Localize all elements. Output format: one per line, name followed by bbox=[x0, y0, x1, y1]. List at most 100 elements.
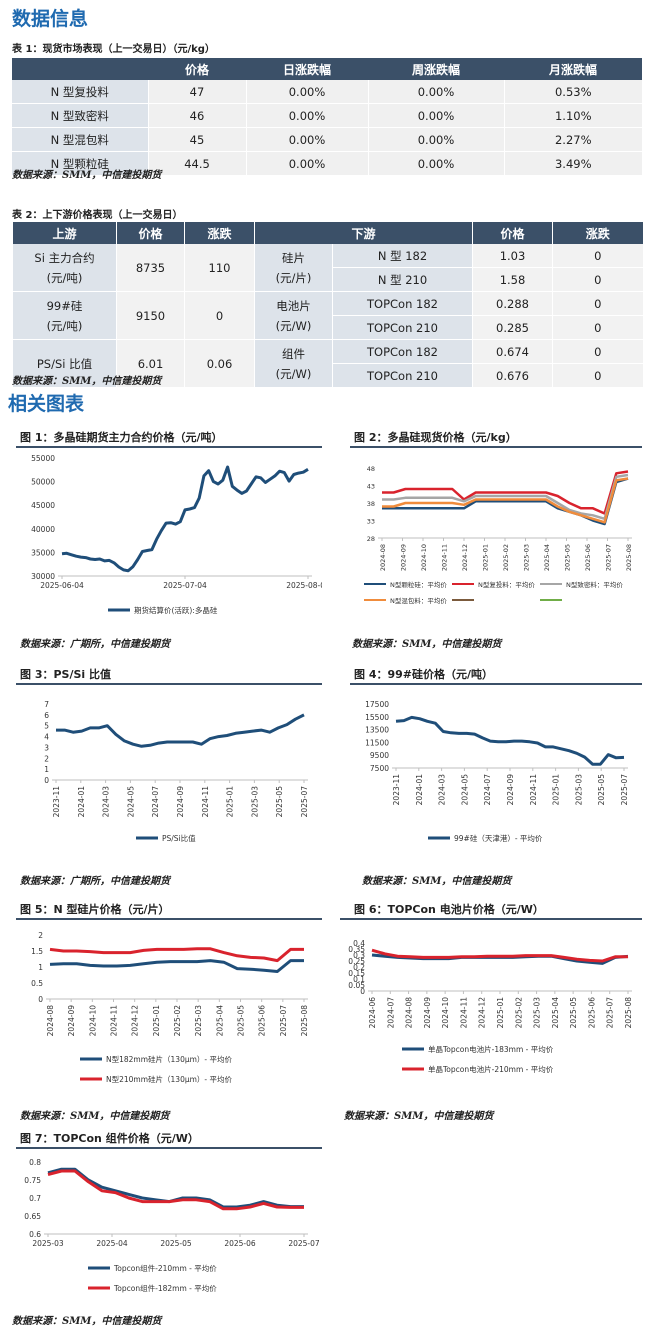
x-tick-label: 2025-08 bbox=[625, 544, 633, 571]
price-cell: 44.5 bbox=[147, 151, 246, 176]
y-tick-label: 0.25 bbox=[348, 957, 365, 966]
downstream-spec: TOPCon 210 bbox=[331, 363, 473, 388]
y-tick-label: 30000 bbox=[31, 572, 55, 581]
x-tick-label: 2024-08 bbox=[379, 544, 387, 571]
x-tick-label: 2025-01 bbox=[152, 1005, 161, 1037]
fig2-title: 图 2：多晶硅现货价格（元/kg） bbox=[354, 431, 517, 444]
fig2-divider bbox=[350, 446, 642, 448]
legend-label: N型颗粒硅：平均价 bbox=[390, 580, 447, 589]
upstream-change: 0.06 bbox=[184, 339, 255, 388]
x-tick-label: 2024-11 bbox=[110, 1005, 119, 1037]
x-tick-label: 2024-12 bbox=[478, 997, 487, 1029]
upstream-label: Si 主力合约 (元/吨) bbox=[12, 244, 117, 292]
downstream-change: 0 bbox=[552, 244, 643, 268]
table-row: Si 主力合约 (元/吨) 8735 110 硅片 (元/片) N 型 182 1.… bbox=[12, 244, 643, 292]
table-row: 99#硅 (元/吨) 9150 0 电池片 (元/W) TOPCon 182 0.2… bbox=[12, 291, 643, 340]
x-tick-label: 2025-03 bbox=[533, 997, 542, 1029]
x-tick-label: 2025-07 bbox=[606, 997, 615, 1029]
downstream-unit: (元/片) bbox=[275, 270, 312, 285]
downstream-spec: TOPCon 210 bbox=[331, 315, 473, 340]
y-tick-label: 0 bbox=[38, 995, 43, 1004]
x-tick-label: 2025-03 bbox=[250, 786, 259, 818]
downstream-change: 0 bbox=[552, 339, 643, 364]
x-tick-label: 2025-06 bbox=[224, 1239, 256, 1248]
y-tick-label: 35000 bbox=[31, 548, 55, 557]
downstream-price: 0.674 bbox=[472, 339, 553, 364]
x-tick-label: 2025-01 bbox=[496, 997, 505, 1029]
daily-change-cell: 0.00% bbox=[245, 151, 368, 176]
spot-market-table: 价格 日涨跌幅 周涨跌幅 月涨跌幅 N 型复投料 47 0.00% 0.00% … bbox=[12, 58, 642, 176]
series-line bbox=[49, 959, 304, 973]
monthly-change-cell: 0.53% bbox=[503, 80, 642, 104]
y-tick-label: 28 bbox=[367, 535, 375, 543]
y-tick-label: 0.7 bbox=[29, 1194, 41, 1203]
downstream-group: 组件 (元/W) bbox=[254, 339, 333, 388]
y-tick-label: 7500 bbox=[370, 764, 389, 773]
upstream-unit: (元/吨) bbox=[46, 318, 83, 333]
downstream-change: 0 bbox=[552, 291, 643, 316]
x-tick-label: 2025-07-04 bbox=[163, 581, 207, 590]
x-tick-label: 2024-03 bbox=[102, 786, 111, 818]
header-cell: 涨跌 bbox=[552, 222, 643, 244]
table2-caption: 表 2：上下游价格表现（上一交易日） bbox=[12, 210, 183, 221]
downstream-group: 硅片 (元/片) bbox=[254, 244, 333, 292]
row-label: N 型复投料 bbox=[12, 80, 148, 104]
x-tick-label: 2025-08 bbox=[300, 1005, 309, 1037]
x-tick-label: 2025-08-04 bbox=[286, 581, 322, 590]
monthly-change-cell: 2.27% bbox=[503, 127, 642, 152]
x-tick-label: 2024-07 bbox=[151, 786, 160, 818]
legend-label: N型致密料：平均价 bbox=[566, 580, 623, 589]
y-tick-label: 38 bbox=[367, 500, 375, 508]
y-tick-label: 0.8 bbox=[29, 1158, 41, 1167]
table-row: N 型 210 1.58 0 bbox=[13, 267, 643, 292]
y-tick-label: 6 bbox=[44, 711, 49, 720]
table-row: PS/Si 比值 6.01 0.06 组件 (元/W) TOPCon 182 0.… bbox=[12, 339, 643, 388]
x-tick-label: 2024-09 bbox=[400, 544, 408, 571]
y-tick-label: 3 bbox=[44, 743, 49, 752]
x-tick-label: 2025-05 bbox=[237, 1005, 246, 1037]
fig6-divider bbox=[340, 918, 642, 920]
header-cell bbox=[12, 58, 148, 80]
x-tick-label: 2025-05 bbox=[160, 1239, 192, 1248]
fig3-source: 数据来源：广期所，中信建投期货 bbox=[20, 876, 170, 887]
price-cell: 45 bbox=[147, 127, 246, 152]
x-tick-label: 2024-09 bbox=[423, 997, 432, 1029]
x-tick-label: 2024-12 bbox=[131, 1005, 140, 1037]
section-title-data: 数据信息 bbox=[12, 8, 89, 30]
table-row: N 型致密料 46 0.00% 0.00% 1.10% bbox=[12, 103, 642, 128]
upstream-price: 9150 bbox=[116, 291, 185, 340]
x-tick-label: 2024-05 bbox=[460, 774, 469, 806]
series-line bbox=[56, 713, 305, 748]
legend-label: N型复投料：平均价 bbox=[478, 580, 535, 589]
x-tick-label: 2025-08 bbox=[624, 997, 633, 1029]
x-tick-label: 2024-03 bbox=[438, 774, 447, 806]
downstream-name: 电池片 bbox=[276, 298, 311, 313]
table1-caption: 表 1：现货市场表现（上一交易日）（元/kg） bbox=[12, 44, 215, 55]
weekly-change-cell: 0.00% bbox=[367, 151, 504, 176]
downstream-spec: N 型 182 bbox=[331, 244, 473, 268]
fig4-title: 图 4：99#硅价格（元/吨） bbox=[354, 668, 494, 681]
price-cell: 46 bbox=[147, 103, 246, 128]
series-line bbox=[371, 948, 628, 963]
x-tick-label: 2025-06-04 bbox=[40, 581, 84, 590]
y-tick-label: 43 bbox=[367, 483, 375, 491]
x-tick-label: 2025-01 bbox=[552, 774, 561, 806]
chart-spot-price: 48 43 38 33 28 2024-08 2024-09 2024-10 2024-11 20… bbox=[364, 465, 633, 605]
row-label: N 型混包料 bbox=[12, 127, 148, 152]
x-tick-label: 2025-07 bbox=[279, 1005, 288, 1037]
x-tick-label: 2024-07 bbox=[386, 997, 395, 1029]
fig1-source: 数据来源：广期所，中信建投期货 bbox=[20, 639, 170, 650]
fig5-source: 数据来源：SMM，中信建投期货 bbox=[20, 1111, 170, 1122]
downstream-name: 硅片 bbox=[282, 250, 305, 265]
chart-futures-price: 55000 50000 45000 40000 35000 300002025-06-04… bbox=[31, 454, 322, 615]
x-tick-label: 2025-03 bbox=[574, 774, 583, 806]
downstream-price: 0.288 bbox=[472, 291, 553, 316]
downstream-price: 0.676 bbox=[472, 363, 553, 388]
x-tick-label: 2025-02 bbox=[514, 997, 523, 1029]
x-tick-label: 2025-07 bbox=[300, 786, 309, 818]
table-header-row: 价格 日涨跌幅 周涨跌幅 月涨跌幅 bbox=[12, 58, 642, 80]
x-tick-label: 2025-03 bbox=[32, 1239, 64, 1248]
